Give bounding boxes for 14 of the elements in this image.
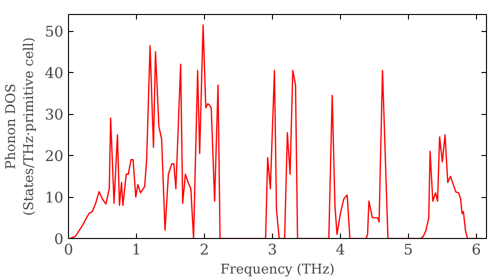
y-axis-title: Phonon DOS (States/THz·primitive cell) [4, 37, 37, 216]
y-tick-label: 0 [54, 231, 64, 248]
x-tick-label: 1 [132, 242, 142, 258]
x-axis-title: Frequency (THz) [220, 262, 335, 278]
y-tick-label: 50 [44, 24, 64, 41]
x-tick-label: 3 [268, 242, 278, 258]
x-tick-label: 5 [404, 242, 414, 258]
x-tick-label: 6 [472, 242, 481, 258]
y-tick-label: 30 [44, 106, 64, 124]
x-tick-label: 2 [200, 242, 210, 258]
y-tick-label: 10 [44, 190, 64, 207]
x-tick-label: 4 [336, 242, 346, 258]
y-tick-label: 40 [44, 65, 64, 82]
y-tick-label: 20 [44, 148, 64, 166]
